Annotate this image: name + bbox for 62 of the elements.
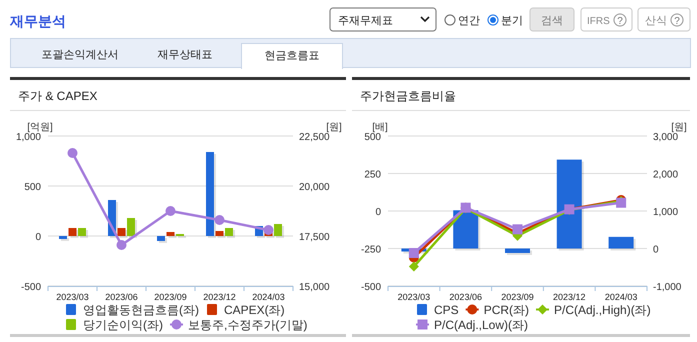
text: IFRS bbox=[587, 16, 610, 27]
y-tick-label: 1,000 bbox=[16, 132, 42, 143]
text: ? bbox=[617, 16, 624, 27]
y-tick-label: 500 bbox=[24, 182, 42, 193]
y-tick-label: 250 bbox=[364, 170, 382, 180]
legend-label: PCR(좌) bbox=[484, 303, 530, 317]
y2-tick-label: 0 bbox=[653, 244, 659, 256]
legend-label: 영업활동현금흐름(좌) bbox=[83, 303, 199, 317]
text: 재무상태표 bbox=[158, 49, 212, 61]
text: 연간 bbox=[458, 15, 480, 27]
x-tick-label: 2024/03 bbox=[604, 292, 638, 302]
text: 분기 bbox=[501, 15, 523, 27]
y-axis-title: [배] bbox=[372, 122, 388, 133]
x-tick-label: 2023/09 bbox=[501, 292, 534, 302]
point bbox=[68, 148, 78, 158]
y2-tick-label: 1,000 bbox=[653, 207, 678, 218]
legend-label: 보통주,수정주가(기말) bbox=[188, 318, 308, 332]
text: ? bbox=[674, 16, 680, 27]
y-axis-title: [억원] bbox=[27, 122, 53, 133]
y-tick-label: -500 bbox=[20, 282, 42, 293]
chart-title: 주가현금흐름비율 bbox=[360, 89, 456, 103]
y2-tick-label: 2,000 bbox=[653, 170, 678, 180]
chart-title: 주가 & CAPEX bbox=[18, 89, 98, 103]
y-tick-label: -500 bbox=[360, 282, 382, 293]
text: 주재무제표 bbox=[338, 15, 393, 27]
x-tick-label: 2023/12 bbox=[553, 292, 586, 302]
y-tick-label: 0 bbox=[35, 232, 42, 243]
x-tick-label: 2023/03 bbox=[56, 292, 89, 302]
text: 산식 bbox=[645, 15, 667, 27]
point bbox=[408, 248, 419, 258]
point bbox=[166, 206, 176, 216]
x-tick-label: 2023/06 bbox=[105, 292, 138, 302]
y2-tick-label: 20,000 bbox=[299, 182, 330, 193]
legend-label: 당기순이익(좌) bbox=[83, 318, 163, 332]
y2-axis-title: [원] bbox=[326, 122, 342, 133]
y2-tick-label: -1,000 bbox=[653, 282, 682, 293]
x-tick-label: 2023/06 bbox=[449, 292, 482, 302]
y-tick-label: 500 bbox=[364, 132, 382, 143]
point bbox=[512, 224, 522, 234]
y2-tick-label: 15,000 bbox=[299, 282, 330, 293]
point bbox=[264, 225, 274, 235]
x-tick-label: 2023/12 bbox=[203, 292, 236, 302]
y2-tick-label: 17,500 bbox=[299, 232, 330, 243]
text: 재무분석 bbox=[9, 13, 66, 29]
x-tick-label: 2023/09 bbox=[154, 292, 187, 302]
legend-label: CPS bbox=[434, 303, 459, 317]
point bbox=[214, 215, 224, 225]
point bbox=[408, 262, 419, 272]
point bbox=[116, 240, 126, 250]
x-tick-label: 2024/03 bbox=[252, 292, 285, 302]
y2-tick-label: 22,500 bbox=[299, 132, 330, 143]
legend-label: P/C(Adj.,High)(좌) bbox=[554, 303, 651, 317]
y-tick-label: 0 bbox=[375, 207, 382, 218]
y-tick-label: -250 bbox=[360, 244, 382, 256]
text: 검색 bbox=[541, 15, 563, 27]
legend-label: CAPEX(좌) bbox=[224, 303, 285, 317]
y2-tick-label: 3,000 bbox=[653, 132, 678, 143]
text: 포괄손익계산서 bbox=[42, 49, 118, 61]
x-tick-label: 2023/03 bbox=[398, 292, 430, 302]
y2-axis-title: [원] bbox=[671, 122, 687, 133]
legend-label: P/C(Adj.,Low)(좌) bbox=[434, 318, 528, 332]
text: 현금흐름표 bbox=[264, 50, 320, 62]
